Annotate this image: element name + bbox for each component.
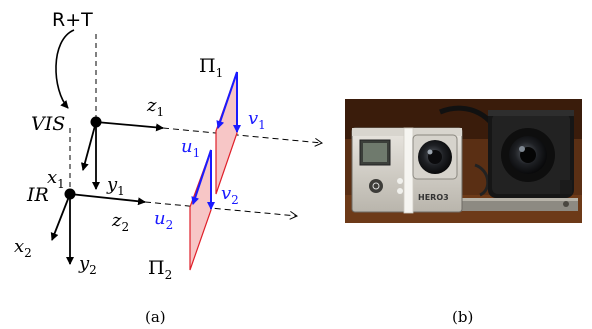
caption-a: (a) bbox=[145, 308, 166, 326]
camera-rig-photo: HERO3 bbox=[345, 99, 582, 223]
plane-1-u-axis bbox=[216, 71, 238, 129]
plane-2-shape bbox=[189, 149, 212, 271]
plane-1-shape bbox=[215, 71, 238, 195]
vis-z-dashed bbox=[162, 127, 324, 147]
vis-camera-frame: VIS z1 x1 y1 bbox=[31, 95, 324, 198]
plane-1-u-label: u1 bbox=[181, 136, 200, 160]
vis-origin bbox=[90, 116, 102, 128]
ir-x-axis bbox=[50, 193, 71, 241]
plane-2-label: Π2 bbox=[148, 257, 172, 282]
plane-1-label: Π1 bbox=[199, 55, 223, 80]
vis-y-label: y1 bbox=[106, 174, 125, 198]
ir-camera-frame: IR z2 x2 y2 bbox=[14, 184, 299, 277]
vis-z-axis bbox=[95, 121, 164, 132]
image-plane-2: Π2 u2 v2 bbox=[148, 149, 239, 282]
plane-2-u-label: u2 bbox=[154, 208, 173, 232]
vis-x-axis bbox=[80, 121, 97, 171]
ir-z-axis bbox=[69, 193, 146, 206]
ir-y-label: y2 bbox=[78, 253, 97, 277]
gopro-brand: HERO3 bbox=[418, 193, 449, 202]
ir-z-dashed bbox=[144, 201, 299, 220]
image-plane-1: Π1 u1 v1 bbox=[181, 55, 266, 195]
vis-z-label: z1 bbox=[146, 95, 164, 119]
plane-2-u-axis bbox=[191, 149, 212, 205]
coordinate-diagram: R+T VIS z1 x1 y1 IR z2 x2 y2 bbox=[14, 9, 324, 282]
ir-z-label: z2 bbox=[111, 210, 129, 234]
vis-label: VIS bbox=[31, 113, 65, 135]
caption-b: (b) bbox=[452, 308, 473, 326]
plane-2-v-label: v2 bbox=[221, 183, 239, 207]
gopro-camera: HERO3 bbox=[351, 127, 463, 214]
rt-label: R+T bbox=[52, 9, 93, 31]
ir-label: IR bbox=[26, 184, 49, 206]
plane-1-v-label: v1 bbox=[248, 108, 266, 132]
vis-x-label: x1 bbox=[47, 167, 65, 191]
ir-camera-device bbox=[488, 110, 574, 198]
ir-origin bbox=[64, 188, 76, 200]
gopro-power-button bbox=[369, 179, 383, 193]
ir-x-label: x2 bbox=[14, 236, 32, 260]
rt-curve-arrow bbox=[55, 29, 75, 109]
